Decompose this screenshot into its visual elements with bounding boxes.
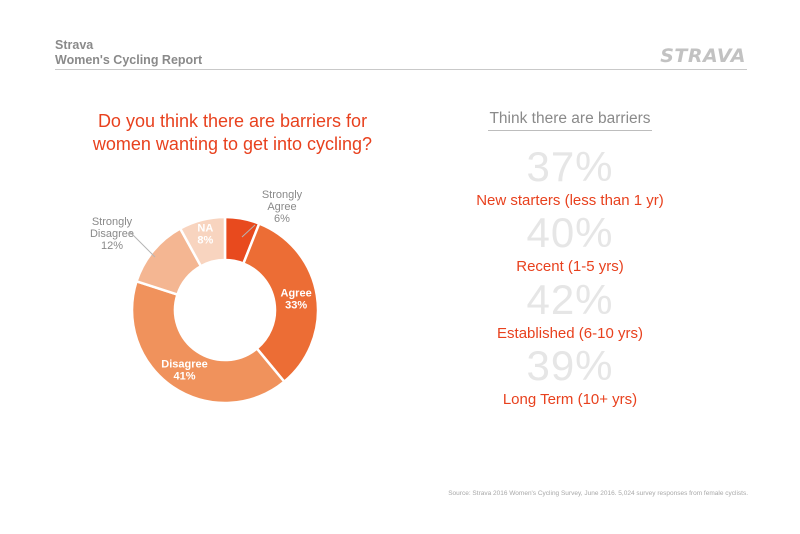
slice-na <box>178 215 227 268</box>
leader-line-strongly-agree <box>241 224 256 238</box>
barriers-title-underline <box>488 130 652 131</box>
stat-recent: 40% Recent (1-5 yrs) <box>440 212 700 276</box>
stat-percent: 40% <box>526 209 614 256</box>
question-line-1: Do you think there are barriers for <box>97 111 368 131</box>
slice-agree <box>241 221 320 384</box>
stat-established: 42% Established (6-10 yrs) <box>440 279 700 343</box>
strava-logo: STRAVA <box>660 45 746 67</box>
report-header: Strava Women's Cycling Report <box>55 38 202 68</box>
slice-label-agree: Agree 33% <box>281 288 312 312</box>
stat-percent: 39% <box>526 342 614 389</box>
slice-label-strongly-disagree: Strongly Disagree 12% <box>90 216 134 252</box>
slice-disagree <box>130 279 287 405</box>
stat-label: Established (6-10 yrs) <box>497 325 643 342</box>
slice-label-disagree: Disagree 41% <box>161 359 207 383</box>
leader-line-strongly-disagree <box>129 231 156 258</box>
donut-chart: Strongly Agree 6% Agree 33% Disagree 41% Strong… <box>90 189 320 405</box>
stat-long-term: 39% Long Term (10+ yrs) <box>440 345 700 409</box>
stat-percent: 42% <box>526 276 614 323</box>
brand-name: Strava <box>55 38 94 52</box>
slice-label-strongly-agree: Strongly Agree 6% <box>262 189 303 225</box>
stat-label: Long Term (10+ yrs) <box>502 391 638 408</box>
slice-label-na: NA 8% <box>197 222 213 246</box>
stat-label: New starters (less than 1 yr) <box>476 192 664 209</box>
stat-label: Recent (1-5 yrs) <box>516 258 624 275</box>
stat-new-starters: 37% New starters (less than 1 yr) <box>440 146 700 210</box>
report-title: Women's Cycling Report <box>55 53 203 67</box>
header-divider <box>55 69 747 70</box>
barriers-title: Think there are barriers <box>489 110 651 127</box>
source-note: Source: Strava 2016 Women's Cycling Surv… <box>448 490 748 497</box>
question-line-2: women wanting to get into cycling? <box>92 134 373 154</box>
stat-percent: 37% <box>526 143 614 190</box>
survey-question: Do you think there are barriers for wome… <box>60 110 405 156</box>
